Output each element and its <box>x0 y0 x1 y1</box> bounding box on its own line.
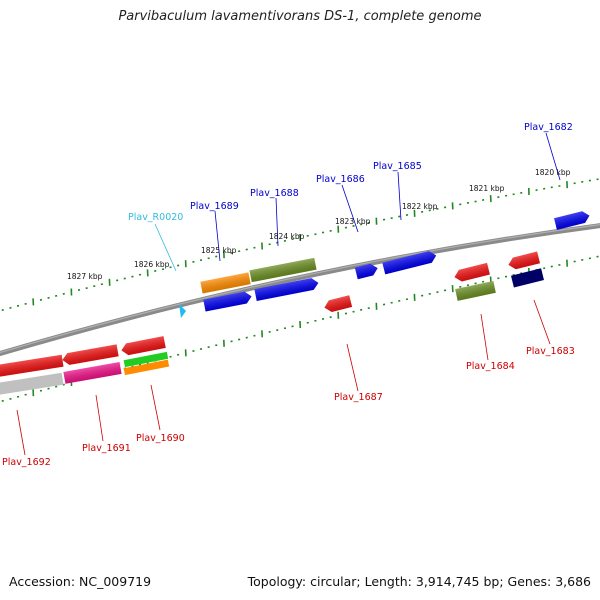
label-Plav_1688[interactable]: Plav_1688 <box>250 188 299 199</box>
label-Plav_1683[interactable]: Plav_1683 <box>526 346 575 357</box>
label-Plav_1687[interactable]: Plav_1687 <box>334 392 383 403</box>
label-Plav_1690[interactable]: Plav_1690 <box>136 433 185 444</box>
gene-Plav_1691[interactable] <box>61 344 119 366</box>
gene-Plav_1689-lower[interactable] <box>203 291 252 312</box>
label-Plav_1682[interactable]: Plav_1682 <box>524 122 573 133</box>
gene-Plav_1683-navy[interactable] <box>510 268 544 288</box>
label-Plav_R0020[interactable]: Plav_R0020 <box>128 212 183 223</box>
label-Plav_1689[interactable]: Plav_1689 <box>190 201 239 212</box>
upper-scale-track <box>1 178 599 311</box>
gene-Plav_1691-magenta[interactable] <box>63 362 122 384</box>
genome-backbone <box>0 223 600 357</box>
gene-Plav_1692-gray[interactable] <box>0 372 64 396</box>
forward-strand-genes <box>179 210 591 318</box>
kbp-1823: 1823 kbp <box>335 217 371 226</box>
topology-text: Topology: circular; Length: 3,914,745 bp… <box>247 574 591 589</box>
accession-text: Accession: NC_009719 <box>9 574 152 589</box>
gene-Plav_1690[interactable] <box>120 336 166 356</box>
gene-Plav_1684[interactable] <box>453 262 490 283</box>
gene-Plav_1688[interactable] <box>249 257 317 283</box>
label-Plav_1691[interactable]: Plav_1691 <box>82 443 131 454</box>
kbp-1820: 1820 kbp <box>535 168 571 177</box>
gene-Plav_1690-green[interactable] <box>123 351 169 368</box>
label-Plav_1685[interactable]: Plav_1685 <box>373 161 422 172</box>
gene-Plav_1690-orange[interactable] <box>123 359 170 376</box>
gene-Plav_1689[interactable] <box>200 272 251 294</box>
map-title: Parvibaculum lavamentivorans DS-1, compl… <box>118 9 482 24</box>
kbp-1824: 1824 kbp <box>269 232 305 241</box>
scale-labels: 1820 kbp 1821 kbp 1822 kbp 1823 kbp 1824… <box>67 168 571 281</box>
reverse-strand-genes <box>0 251 544 396</box>
gene-Plav_1688-lower[interactable] <box>254 277 319 301</box>
gene-Plav_1683[interactable] <box>507 251 541 271</box>
label-Plav_1692[interactable]: Plav_1692 <box>2 457 51 468</box>
genome-backbone-highlight <box>0 224 600 354</box>
gene-Plav_1682[interactable] <box>554 210 591 230</box>
gene-Plav_1685[interactable] <box>382 250 437 275</box>
gene-Plav_1684-olive[interactable] <box>455 280 496 301</box>
label-Plav_1684[interactable]: Plav_1684 <box>466 361 515 372</box>
label-Plav_1686[interactable]: Plav_1686 <box>316 174 365 185</box>
gene-Plav_1687[interactable] <box>323 295 353 313</box>
kbp-1822: 1822 kbp <box>402 202 438 211</box>
kbp-1821: 1821 kbp <box>469 184 505 193</box>
kbp-1827: 1827 kbp <box>67 272 103 281</box>
gene-labels: Plav_1682 Plav_1685 Plav_1686 Plav_1688 … <box>2 122 575 468</box>
kbp-1825: 1825 kbp <box>201 246 237 255</box>
gene-Plav_1692[interactable] <box>0 354 64 378</box>
kbp-1826: 1826 kbp <box>134 260 170 269</box>
gene-Plav_R0020[interactable] <box>179 304 186 318</box>
gene-Plav_1686[interactable] <box>354 262 379 280</box>
label-leaders <box>16 132 561 456</box>
